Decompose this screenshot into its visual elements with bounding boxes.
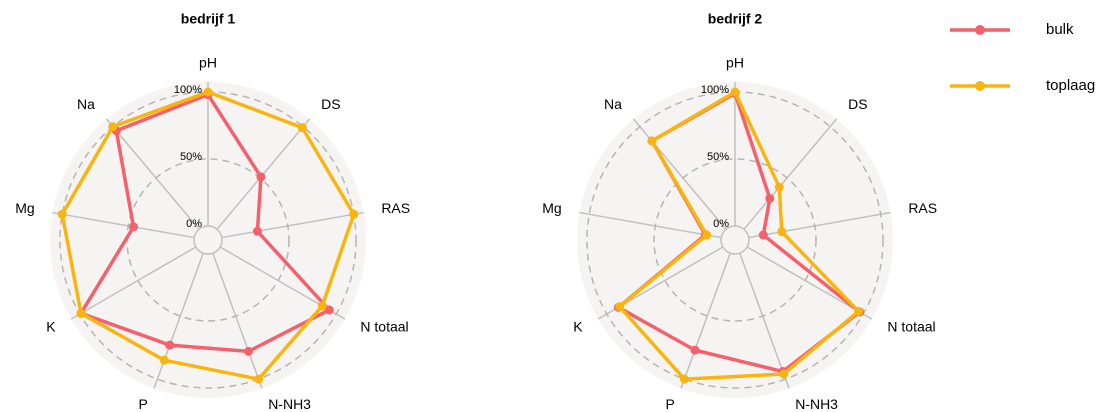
grid-circle [653,158,817,322]
axis-line [212,252,263,389]
data-point [324,305,334,315]
y-tick-label: 50% [707,151,729,163]
data-point [129,222,139,232]
y-tick-label: 0% [713,218,729,230]
data-point [252,226,262,236]
axis-line [153,252,204,389]
axis-line [70,246,197,320]
legend-swatch [975,25,985,35]
axis-label: N-NH3 [795,396,838,412]
data-point [57,209,67,219]
data-point [165,340,175,350]
y-tick-label: 0% [186,218,202,230]
legend-label: toplaag [1046,77,1095,94]
plot-background [577,82,893,398]
axis-line [52,211,195,239]
data-point [615,302,625,312]
axis-line [632,118,727,230]
data-point [317,301,327,311]
axis-label: pH [726,55,744,71]
data-point [647,136,657,146]
data-point [244,346,254,356]
axis-label: Mg [542,200,561,216]
data-point [854,306,864,316]
axis-label: DS [848,96,867,112]
axis-label: K [573,319,583,335]
data-point [765,193,775,203]
axis-label: P [665,396,674,412]
data-point [108,122,118,132]
axis-label: N-NH3 [268,396,311,412]
axis-label: P [138,396,147,412]
axis-line [579,211,722,239]
grid-circle [720,225,750,255]
legend-label: bulk [1046,21,1074,38]
legend-swatch [975,81,985,91]
data-point [159,355,169,365]
axis-line [105,118,200,230]
axis-label: pH [199,55,217,71]
axis-label: N totaal [360,319,408,335]
series-line [79,92,331,354]
data-point [76,308,86,318]
axis-line [748,211,891,239]
data-point [774,182,784,192]
data-point [203,87,213,97]
data-point [730,87,740,97]
data-point [777,227,787,237]
data-point [690,345,700,355]
data-point [297,123,307,133]
axis-label: Na [77,96,95,112]
axis-label: DS [321,96,340,112]
y-tick-label: 100% [701,84,729,96]
series-line [60,90,356,381]
y-tick-label: 100% [174,84,202,96]
axis-line [221,211,364,239]
y-tick-label: 50% [180,151,202,163]
axis-line [739,252,790,389]
data-point [779,369,789,379]
chart-title: bedrijf 1 [181,11,236,27]
data-point [758,230,768,240]
axis-line [743,118,838,230]
data-point [679,374,689,384]
axis-label: N totaal [887,319,935,335]
data-point [349,209,359,219]
data-point [254,374,264,384]
axis-line [680,252,731,389]
axis-label: Mg [15,200,34,216]
axis-label: Na [604,96,622,112]
axis-label: RAS [381,200,410,216]
chart-title: bedrijf 2 [708,11,763,27]
data-point [256,172,266,182]
series-line [617,90,861,381]
axis-label: K [46,319,56,335]
plot-background [50,82,366,398]
axis-label: RAS [908,200,937,216]
data-point [702,230,712,240]
grid-circle [193,225,223,255]
